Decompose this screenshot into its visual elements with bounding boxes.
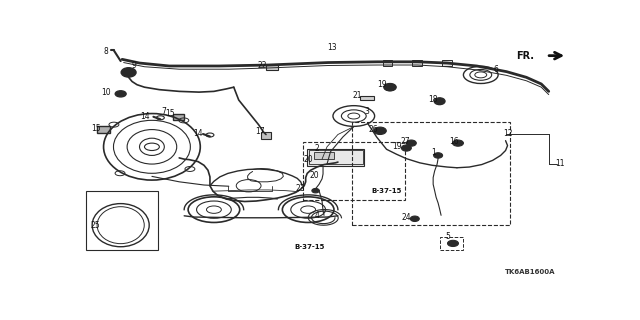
Text: 18: 18 — [428, 95, 438, 104]
Bar — [383, 60, 392, 66]
Text: B-37-15: B-37-15 — [371, 188, 402, 194]
Ellipse shape — [452, 140, 463, 146]
Bar — [86, 191, 158, 250]
Text: 9: 9 — [131, 61, 136, 70]
Text: 15: 15 — [166, 109, 175, 118]
Bar — [440, 237, 463, 250]
Text: 1: 1 — [431, 148, 436, 157]
Text: 25: 25 — [90, 221, 100, 230]
Text: 20: 20 — [303, 155, 313, 164]
Ellipse shape — [434, 153, 443, 158]
Bar — [442, 60, 452, 66]
Ellipse shape — [410, 216, 419, 221]
Text: 16: 16 — [450, 137, 460, 146]
Bar — [360, 96, 374, 100]
Bar — [303, 142, 405, 200]
Text: 17: 17 — [255, 127, 264, 136]
Text: 24: 24 — [401, 213, 411, 222]
Text: 7: 7 — [161, 107, 166, 116]
Text: 15: 15 — [91, 124, 100, 133]
Bar — [266, 65, 278, 70]
Text: 19: 19 — [377, 80, 387, 89]
Text: 23: 23 — [296, 184, 305, 193]
Bar — [352, 122, 509, 225]
Bar — [309, 150, 363, 164]
Text: 19: 19 — [392, 142, 403, 151]
Bar — [314, 152, 334, 159]
Text: 14: 14 — [141, 111, 150, 121]
Text: B-37-15: B-37-15 — [294, 244, 324, 250]
Text: 11: 11 — [556, 159, 565, 168]
Text: 8: 8 — [104, 47, 108, 56]
Text: FR.: FR. — [516, 51, 534, 61]
Ellipse shape — [115, 91, 126, 97]
Ellipse shape — [312, 188, 319, 193]
Text: 26: 26 — [369, 124, 378, 133]
Text: TK6AB1600A: TK6AB1600A — [505, 269, 556, 276]
Ellipse shape — [447, 240, 458, 246]
Ellipse shape — [406, 140, 416, 146]
Text: 22: 22 — [258, 60, 268, 69]
Bar — [412, 60, 422, 66]
Ellipse shape — [121, 68, 136, 77]
Ellipse shape — [384, 84, 396, 91]
Text: 20: 20 — [309, 172, 319, 180]
Text: 2: 2 — [315, 144, 319, 153]
Ellipse shape — [374, 127, 387, 134]
Text: 12: 12 — [503, 129, 512, 138]
Text: 14: 14 — [193, 129, 203, 138]
Text: 13: 13 — [327, 43, 337, 52]
Text: 10: 10 — [101, 88, 111, 97]
Text: 4: 4 — [315, 211, 319, 220]
Text: 27: 27 — [400, 137, 410, 146]
Bar — [307, 149, 364, 165]
Bar — [261, 132, 271, 139]
Ellipse shape — [401, 145, 412, 151]
Text: 21: 21 — [352, 91, 362, 100]
Ellipse shape — [385, 84, 396, 91]
Text: 3: 3 — [364, 107, 369, 116]
Text: 6: 6 — [493, 65, 498, 75]
Ellipse shape — [434, 98, 445, 105]
Bar — [97, 126, 110, 133]
Bar — [173, 114, 184, 120]
Text: 5: 5 — [445, 232, 451, 241]
